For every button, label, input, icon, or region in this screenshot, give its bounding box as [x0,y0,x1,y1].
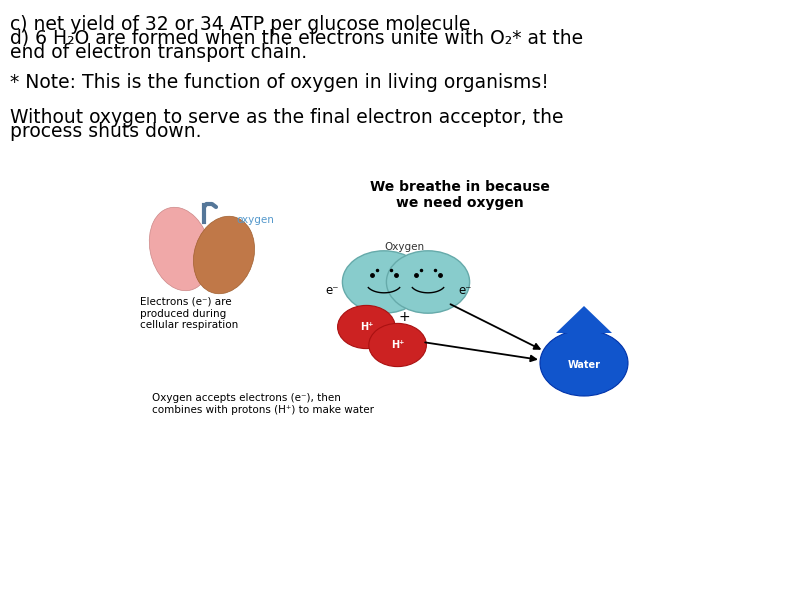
Text: oxygen: oxygen [236,215,274,225]
Text: Oxygen: Oxygen [384,242,424,252]
Text: We breathe in because
we need oxygen: We breathe in because we need oxygen [370,180,550,210]
Polygon shape [556,306,612,333]
Text: Water: Water [567,360,601,370]
Text: Without oxygen to serve as the final electron acceptor, the: Without oxygen to serve as the final ele… [10,108,563,127]
Circle shape [338,305,395,349]
Text: Electrons (e⁻) are
produced during
cellular respiration: Electrons (e⁻) are produced during cellu… [140,297,238,330]
Text: c) net yield of 32 or 34 ATP per glucose molecule: c) net yield of 32 or 34 ATP per glucose… [10,15,470,34]
Text: e⁻: e⁻ [459,284,472,298]
Text: d) 6 H₂O are formed when the electrons unite with O₂* at the: d) 6 H₂O are formed when the electrons u… [10,29,582,48]
Text: * Note: This is the function of oxygen in living organisms!: * Note: This is the function of oxygen i… [10,73,549,92]
Text: H⁺: H⁺ [360,322,373,332]
Text: H⁺: H⁺ [391,340,404,350]
Circle shape [342,251,426,313]
Ellipse shape [150,207,210,291]
Text: process shuts down.: process shuts down. [10,122,201,141]
Text: end of electron transport chain.: end of electron transport chain. [10,43,306,62]
Text: Oxygen accepts electrons (e⁻), then
combines with protons (H⁺) to make water: Oxygen accepts electrons (e⁻), then comb… [152,393,374,415]
Ellipse shape [194,216,254,294]
Circle shape [386,251,470,313]
Text: +: + [398,310,410,324]
Text: e⁻: e⁻ [326,284,338,298]
Circle shape [369,323,426,367]
Circle shape [540,330,628,396]
